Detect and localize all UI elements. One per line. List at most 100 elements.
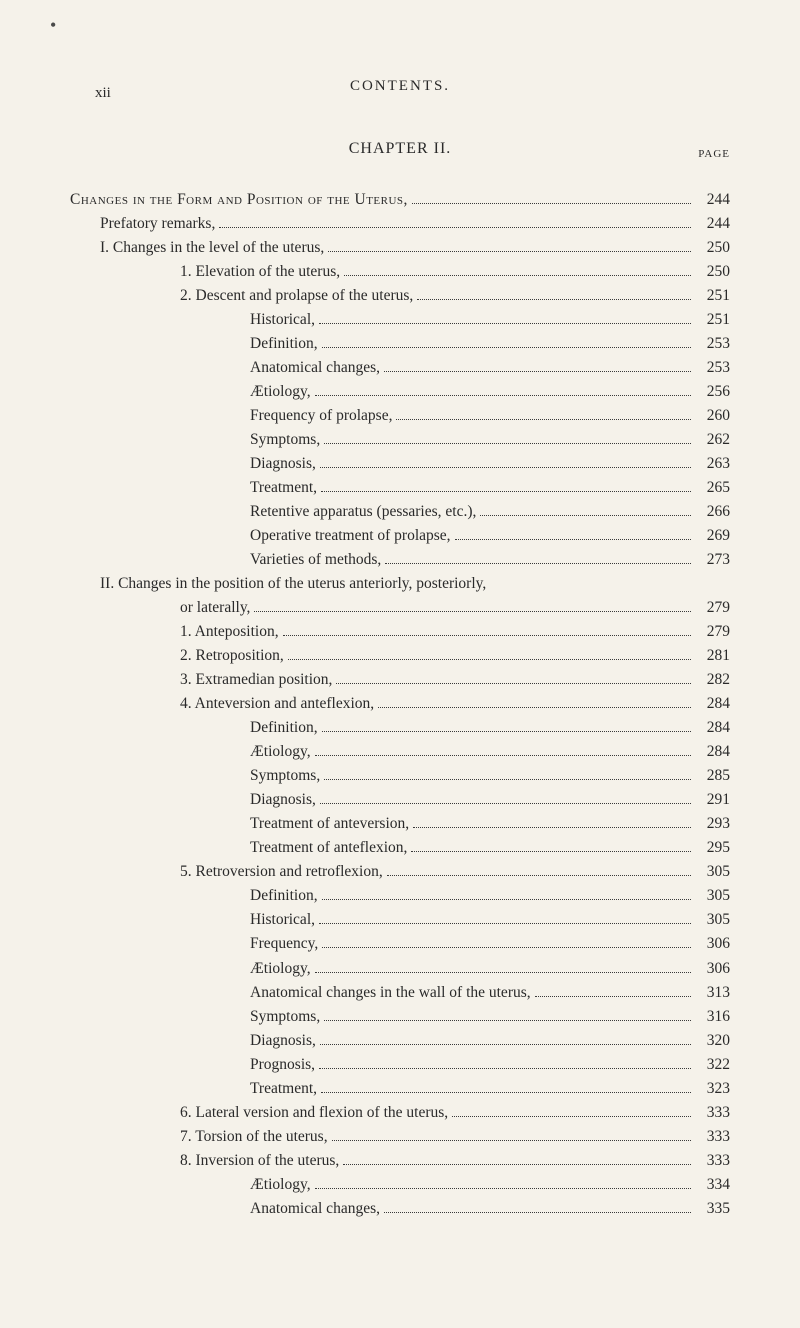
toc-entry: 8. Inversion of the uterus,333 <box>70 1149 730 1173</box>
toc-leader-dots <box>387 875 691 876</box>
toc-leader-dots <box>321 1092 691 1093</box>
toc-entry: Ætiology,256 <box>70 380 730 404</box>
toc-entry-page: 266 <box>695 500 730 524</box>
toc-entry-page: 284 <box>695 716 730 740</box>
toc-leader-dots <box>322 899 691 900</box>
toc-entry-text: Treatment, <box>250 476 317 500</box>
toc-leader-dots <box>315 395 691 396</box>
toc-entry-text: 2. Retroposition, <box>180 644 284 668</box>
toc-entry-text: Prefatory remarks, <box>100 212 215 236</box>
running-title: CONTENTS. <box>70 78 730 95</box>
toc-entry-page: 320 <box>695 1029 730 1053</box>
toc-entry-page: 281 <box>695 644 730 668</box>
toc-leader-dots <box>319 323 691 324</box>
toc-leader-dots <box>417 299 691 300</box>
toc-entry: or laterally,279 <box>70 596 730 620</box>
toc-entry: 6. Lateral version and flexion of the ut… <box>70 1101 730 1125</box>
toc-entry-page: 335 <box>695 1197 730 1221</box>
toc-entry-page: 284 <box>695 692 730 716</box>
toc-entry-text: Historical, <box>250 308 315 332</box>
toc-leader-dots <box>455 539 691 540</box>
toc-leader-dots <box>283 635 691 636</box>
toc-entry: Diagnosis, 320 <box>70 1029 730 1053</box>
toc-entry: Ætiology,284 <box>70 740 730 764</box>
toc-entry-page: 285 <box>695 764 730 788</box>
toc-entry-text: Varieties of methods, <box>250 548 381 572</box>
toc-leader-dots <box>322 947 691 948</box>
toc-entry: 7. Torsion of the uterus,333 <box>70 1125 730 1149</box>
toc-entry: Operative treatment of prolapse,269 <box>70 524 730 548</box>
toc-entry-text: Retentive apparatus (pessaries, etc.), <box>250 500 476 524</box>
toc-entry: Diagnosis,263 <box>70 452 730 476</box>
toc-leader-dots <box>319 1068 691 1069</box>
page-marker: • <box>50 15 56 36</box>
toc-leader-dots <box>413 827 691 828</box>
toc-entry-text: Treatment of anteflexion, <box>250 836 407 860</box>
header-section: CONTENTS. CHAPTER II. PAGE <box>70 78 730 158</box>
toc-leader-dots <box>324 779 691 780</box>
toc-entry-text: 1. Elevation of the uterus, <box>180 260 340 284</box>
toc-entry: Anatomical changes, 335 <box>70 1197 730 1221</box>
toc-entry: Anatomical changes,253 <box>70 356 730 380</box>
toc-entry: Symptoms,262 <box>70 428 730 452</box>
toc-leader-dots <box>254 611 691 612</box>
toc-leader-dots <box>320 1044 691 1045</box>
toc-leader-dots <box>319 923 691 924</box>
toc-entry-text: Ætiology, <box>250 380 311 404</box>
toc-entry-text: Operative treatment of prolapse, <box>250 524 451 548</box>
toc-leader-dots <box>320 467 691 468</box>
toc-leader-dots <box>320 803 691 804</box>
toc-leader-dots <box>480 515 691 516</box>
toc-leader-dots <box>344 275 691 276</box>
toc-entry-text: Symptoms, <box>250 764 320 788</box>
page-column-label: PAGE <box>698 148 730 160</box>
toc-entry-text: 8. Inversion of the uterus, <box>180 1149 339 1173</box>
toc-entry-page: 313 <box>695 981 730 1005</box>
toc-entry: 1. Elevation of the uterus, 250 <box>70 260 730 284</box>
toc-entry-text: Historical, <box>250 908 315 932</box>
toc-entry: Definition,253 <box>70 332 730 356</box>
toc-entry: Symptoms, 316 <box>70 1005 730 1029</box>
toc-entry-page: 251 <box>695 308 730 332</box>
toc-entry-text: Anatomical changes in the wall of the ut… <box>250 981 531 1005</box>
toc-leader-dots <box>396 419 691 420</box>
toc-entry-text: Diagnosis, <box>250 788 316 812</box>
toc-entry: Definition,284 <box>70 716 730 740</box>
toc-leader-dots <box>315 972 691 973</box>
table-of-contents: Changes in the Form and Position of the … <box>70 188 730 1221</box>
toc-leader-dots <box>322 731 691 732</box>
toc-entry-text: I. Changes in the level of the uterus, <box>100 236 324 260</box>
toc-leader-dots <box>324 443 691 444</box>
toc-entry-page: 244 <box>695 212 730 236</box>
toc-entry: Treatment of anteflexion, 295 <box>70 836 730 860</box>
toc-entry-text: 7. Torsion of the uterus, <box>180 1125 328 1149</box>
toc-entry-page: 316 <box>695 1005 730 1029</box>
toc-leader-dots <box>411 851 691 852</box>
toc-entry: 1. Anteposition,279 <box>70 620 730 644</box>
toc-entry: Diagnosis,291 <box>70 788 730 812</box>
toc-entry-text: Prognosis, <box>250 1053 315 1077</box>
toc-leader-dots <box>328 251 691 252</box>
toc-entry-page: 250 <box>695 260 730 284</box>
toc-entry: Historical,305 <box>70 908 730 932</box>
toc-entry-text: 2. Descent and prolapse of the uterus, <box>180 284 413 308</box>
toc-entry-page: 305 <box>695 860 730 884</box>
toc-entry-text: Anatomical changes, <box>250 1197 380 1221</box>
toc-entry-page: 295 <box>695 836 730 860</box>
toc-leader-dots <box>322 347 691 348</box>
toc-entry-text: Symptoms, <box>250 1005 320 1029</box>
toc-leader-dots <box>535 996 691 997</box>
toc-entry-page: 293 <box>695 812 730 836</box>
toc-entry: Treatment,323 <box>70 1077 730 1101</box>
toc-entry-page: 305 <box>695 884 730 908</box>
toc-entry: 5. Retroversion and retroflexion, 305 <box>70 860 730 884</box>
toc-entry-text: Treatment of anteversion, <box>250 812 409 836</box>
toc-entry-text: Diagnosis, <box>250 1029 316 1053</box>
toc-entry: Definition,305 <box>70 884 730 908</box>
toc-entry: Prognosis,322 <box>70 1053 730 1077</box>
toc-entry-page: 334 <box>695 1173 730 1197</box>
toc-entry: 2. Descent and prolapse of the uterus,25… <box>70 284 730 308</box>
toc-entry-text: 5. Retroversion and retroflexion, <box>180 860 383 884</box>
toc-leader-dots <box>324 1020 691 1021</box>
toc-leader-dots <box>384 371 691 372</box>
